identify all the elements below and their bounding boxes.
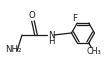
Text: NH₂: NH₂ — [5, 45, 21, 53]
Text: O: O — [29, 12, 35, 20]
Text: CH₃: CH₃ — [86, 47, 101, 56]
Text: F: F — [72, 14, 77, 23]
Text: N: N — [48, 32, 54, 41]
Text: H: H — [48, 37, 54, 47]
